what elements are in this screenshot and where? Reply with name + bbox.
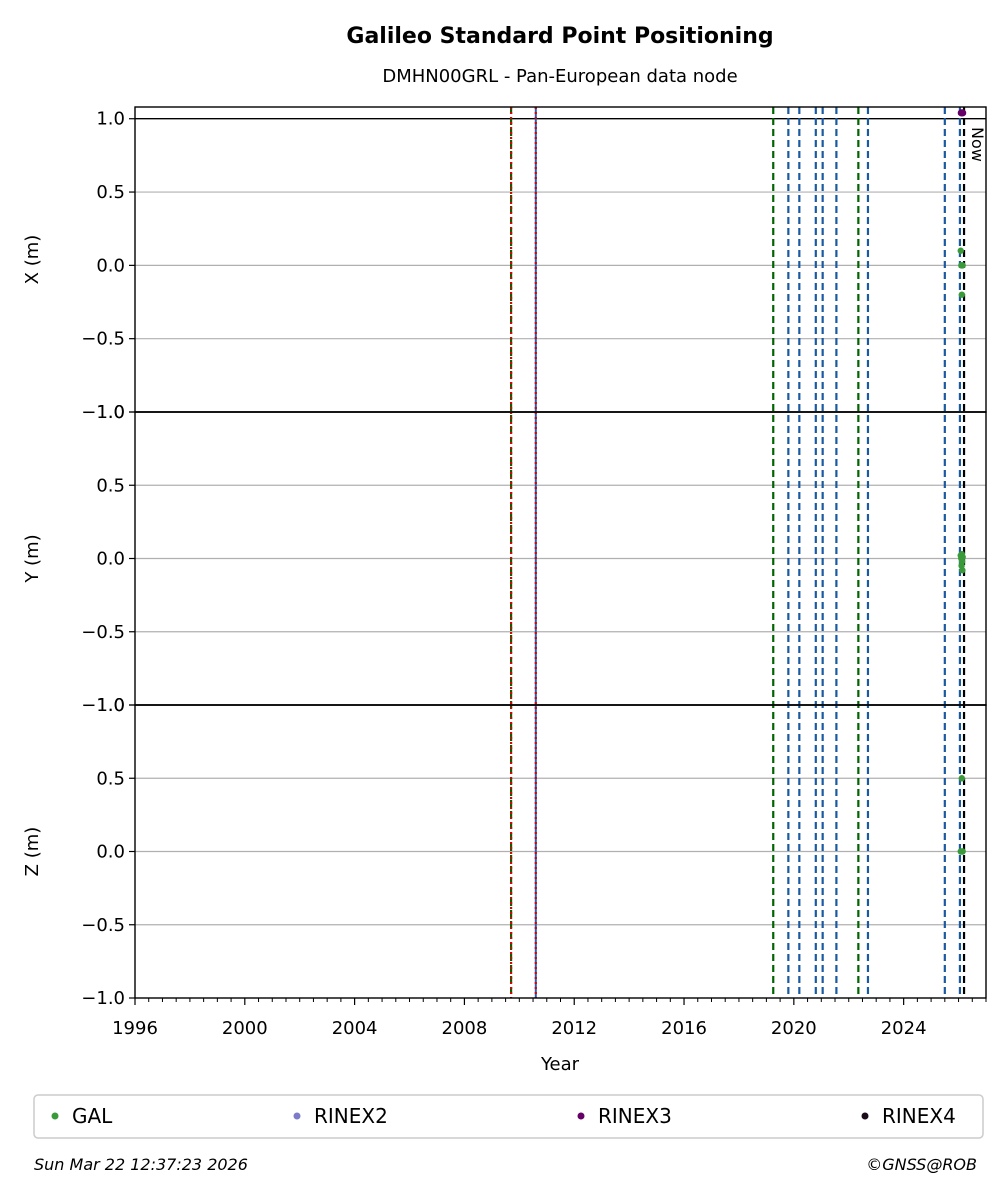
y-tick-label: 0.5: [96, 182, 125, 203]
y-tick-label: −0.5: [81, 622, 125, 643]
legend-marker: [577, 1112, 585, 1120]
x-tick-label: 2016: [661, 1018, 707, 1039]
x-tick-label: 2000: [222, 1018, 268, 1039]
y-tick-label: −0.5: [81, 915, 125, 936]
chart-subtitle: DMHN00GRL - Pan-European data node: [382, 66, 737, 87]
legend-marker: [861, 1112, 869, 1120]
data-point-gal: [959, 567, 966, 574]
y-tick-label: 1.0: [96, 109, 125, 130]
x-tick-label: 2024: [881, 1018, 927, 1039]
y-axis-label: Z (m): [22, 827, 43, 877]
x-tick-label: 2012: [551, 1018, 597, 1039]
legend-marker: [51, 1112, 59, 1120]
y-tick-label: −1.0: [81, 988, 125, 1009]
y-tick-label: 0.0: [96, 842, 125, 863]
data-point-gal: [957, 247, 964, 254]
y-tick-label: 0.0: [96, 549, 125, 570]
y-tick-label: −0.5: [81, 329, 125, 350]
y-axis-label: Y (m): [22, 534, 43, 583]
legend-frame: [33, 1094, 984, 1139]
data-point-gal: [958, 291, 966, 298]
data-point-gal: [958, 775, 966, 782]
y-tick-label: −1.0: [81, 402, 125, 423]
legend-label: RINEX2: [314, 1104, 388, 1128]
legend-label: RINEX3: [598, 1104, 672, 1128]
x-tick-label: 1996: [112, 1018, 158, 1039]
y-tick-label: 0.5: [96, 475, 125, 496]
legend: GAL RINEX2 RINEX3 RINEX4: [33, 1094, 984, 1139]
legend-marker: [293, 1112, 301, 1120]
data-point-rinex3: [959, 109, 967, 117]
y-tick-label: 1.0: [96, 402, 125, 423]
legend-label: RINEX4: [882, 1104, 956, 1128]
x-tick-label: 2020: [771, 1018, 817, 1039]
y-tick-label: −1.0: [81, 695, 125, 716]
y-axis-label: X (m): [22, 235, 43, 285]
x-axis-label: Year: [540, 1054, 580, 1075]
now-label: Now: [968, 127, 987, 162]
chart-title: Galileo Standard Point Positioning: [346, 24, 773, 49]
legend-label: GAL: [72, 1104, 113, 1128]
x-tick-label: 2008: [442, 1018, 488, 1039]
data-point-gal: [959, 262, 966, 269]
plot-area: −1.0 −0.5 0.0 0.5 1.0 X (m) −1.0 −0.5 0.0 0.5 1.0 Y…: [22, 106, 987, 1039]
footer-copyright: ©GNSS@ROB: [866, 1155, 977, 1174]
footer-timestamp: Sun Mar 22 12:37:23 2026: [34, 1155, 248, 1174]
y-tick-label: 0.5: [96, 768, 125, 789]
y-tick-label: 1.0: [96, 695, 125, 716]
y-tick-label: 0.0: [96, 255, 125, 276]
x-tick-label: 2004: [332, 1018, 378, 1039]
data-point-gal: [959, 848, 966, 855]
